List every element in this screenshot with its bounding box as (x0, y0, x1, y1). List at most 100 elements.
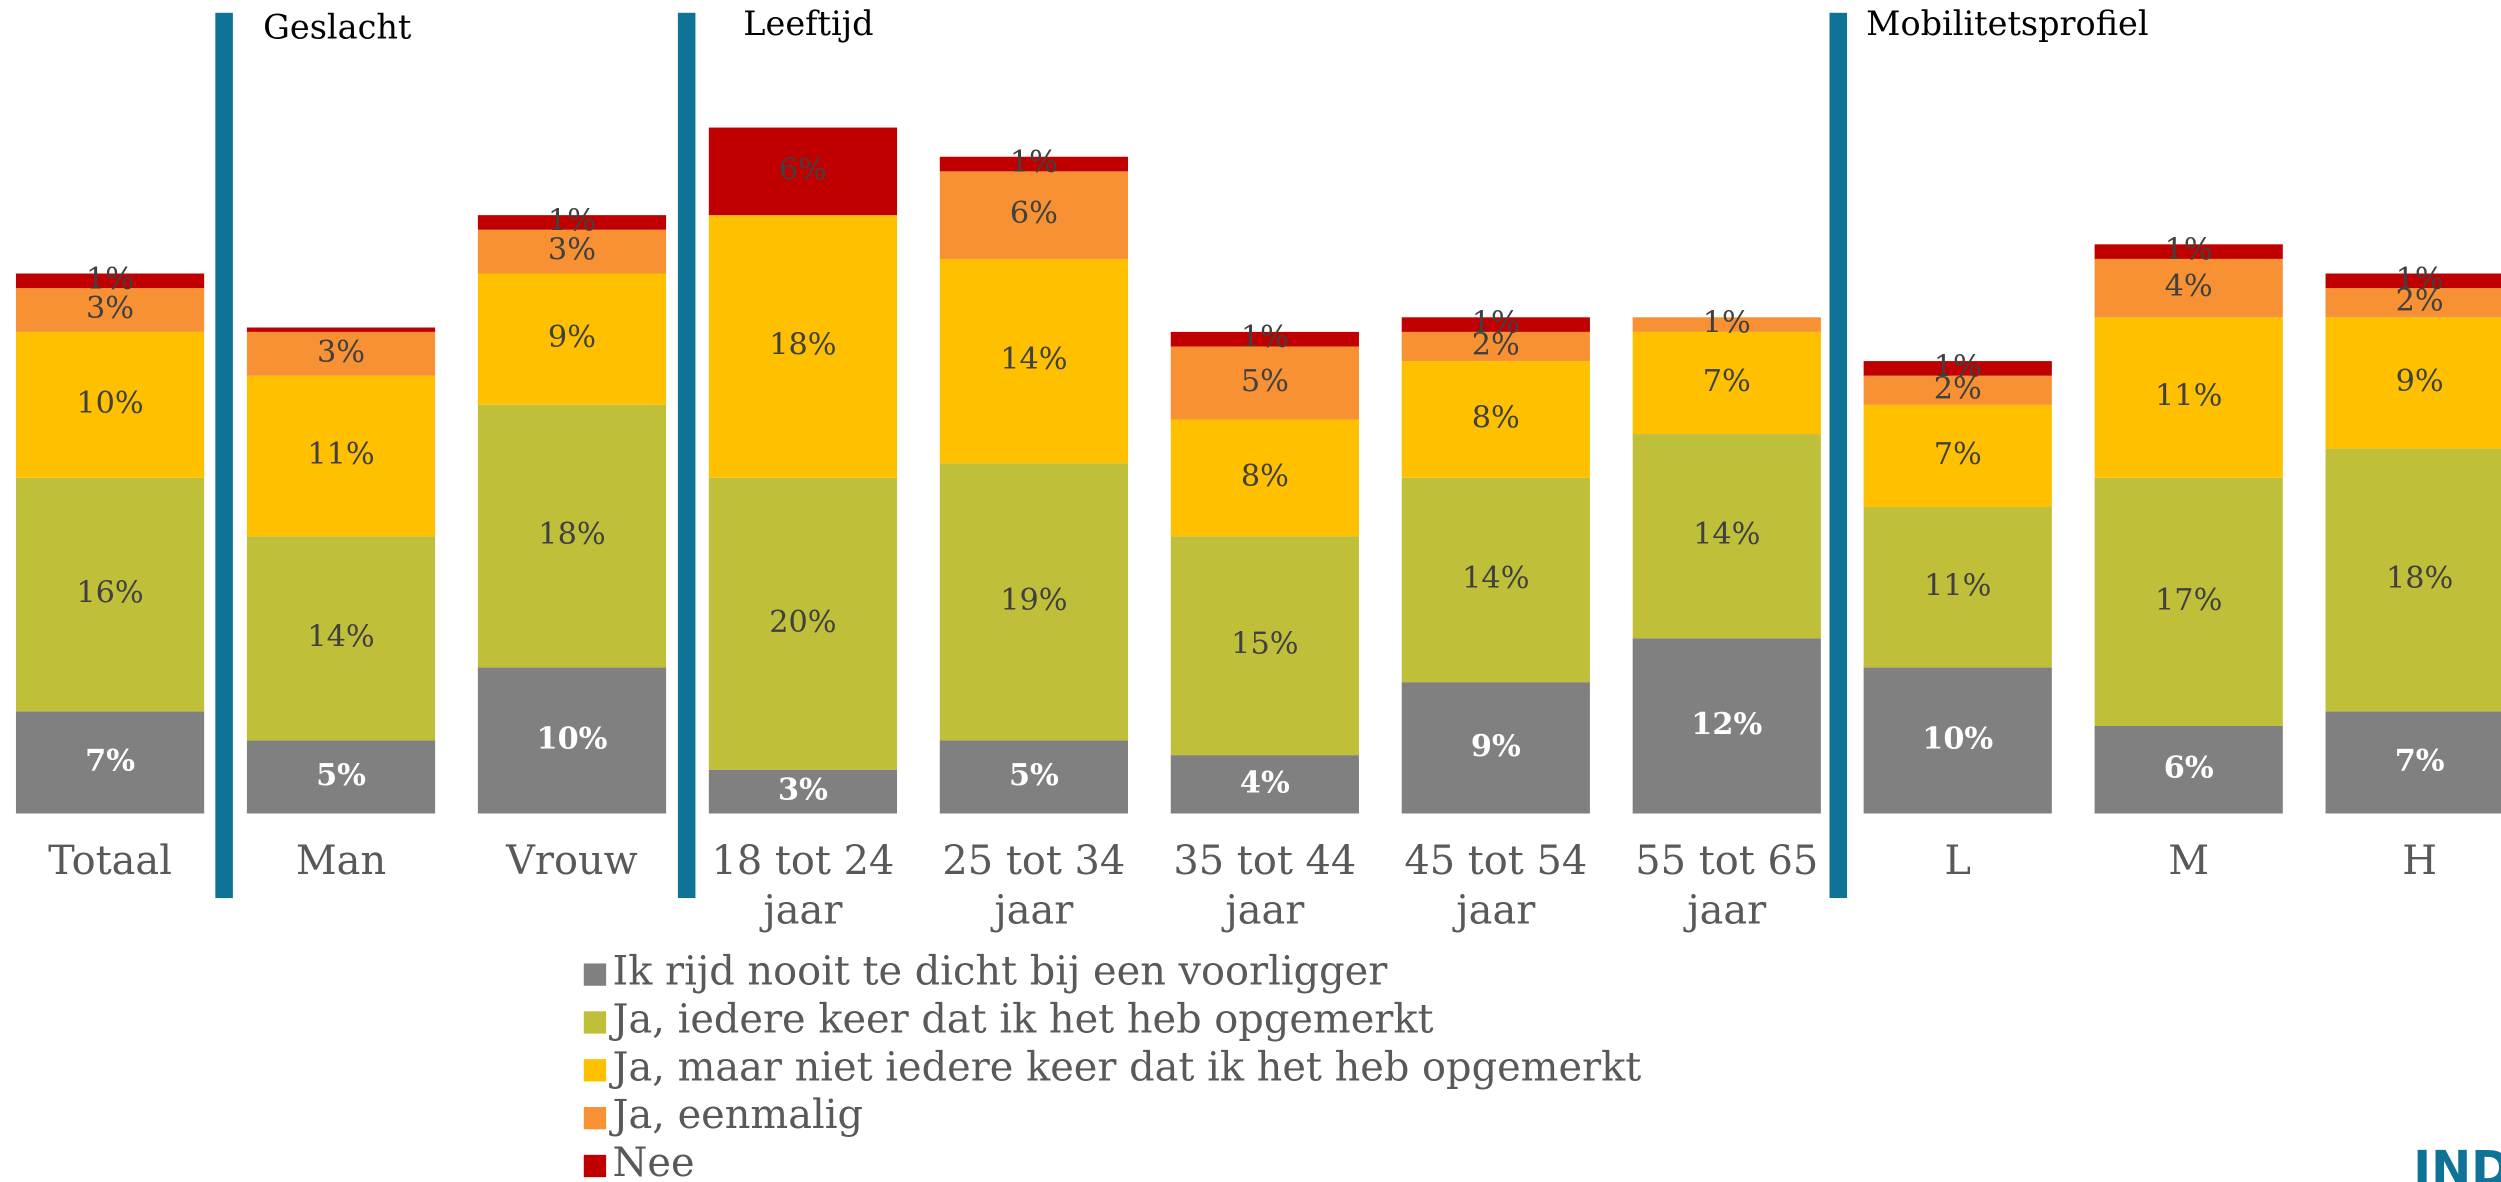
data-label: 1% (1241, 320, 1289, 355)
x-tick-label: L (1944, 837, 1971, 884)
bar-segment (246, 327, 436, 332)
x-tick-label: Vrouw (506, 837, 638, 884)
x-tick-label: 25 tot 34 jaar (942, 837, 1126, 934)
bar-segment (1170, 331, 1359, 347)
data-label: 1% (1934, 349, 1982, 384)
bar-segment (708, 127, 898, 216)
bar-segment (1401, 361, 1590, 478)
data-label: 2% (2396, 284, 2444, 319)
data-label: 2% (1934, 371, 1982, 406)
bar-segment (1401, 331, 1590, 362)
category-label-box: Totaal (48, 837, 172, 884)
logo: IND (2413, 1142, 2501, 1182)
group-label: Leeftijd (743, 4, 873, 43)
data-label: 7% (85, 743, 135, 778)
data-label: 5% (1009, 758, 1059, 793)
separator (1829, 12, 1848, 899)
bar-segment (2325, 273, 2501, 289)
data-label: 20% (769, 605, 836, 640)
category-label-box: L (1944, 837, 1971, 884)
x-tick-label: H (2402, 837, 2438, 884)
bar-segment (2094, 317, 2283, 478)
bar-segment (708, 215, 898, 478)
bar-segment (477, 273, 667, 405)
data-label: 1% (2165, 233, 2213, 268)
separator (677, 12, 696, 899)
bar-segment (15, 711, 205, 814)
bar-segment (708, 477, 898, 770)
bar-segment (1401, 317, 1590, 332)
data-label: 1% (86, 262, 134, 297)
category-label-box: 55 tot 65 jaar (1635, 837, 1818, 933)
data-label: 9% (1471, 729, 1521, 764)
bar-segment (1401, 477, 1590, 683)
bar-segment (246, 740, 436, 814)
category-label-box: M (2168, 837, 2210, 884)
category-label-box: 18 tot 24 jaar (711, 837, 895, 934)
bar-segment (15, 273, 205, 289)
bar-segment (1401, 682, 1590, 814)
bar-segment (1170, 346, 1359, 420)
bar-segment (477, 229, 667, 274)
data-label: 19% (1000, 583, 1067, 618)
legend-swatch (583, 1154, 607, 1178)
data-label: 16% (76, 576, 143, 611)
data-label: 7% (1934, 437, 1982, 472)
bar-segment (2325, 317, 2501, 449)
data-label: 6% (779, 152, 827, 187)
bar-segment (1863, 375, 2052, 405)
data-label: 4% (1240, 765, 1290, 800)
bar-segment (246, 536, 436, 741)
legend-label: Ja, iedere keer dat ik het heb opgemerkt (608, 996, 1433, 1042)
data-label: 1% (2396, 262, 2444, 297)
data-label: 17% (2155, 583, 2222, 618)
bar-segment (1170, 419, 1359, 537)
data-label: 8% (1472, 400, 1520, 435)
bar-segment (477, 667, 667, 814)
bar-segment (1863, 361, 2052, 376)
legend-swatch (583, 1059, 607, 1082)
bar-segment (939, 171, 1129, 259)
data-label: 10% (1922, 722, 1993, 757)
bar-segment (2094, 244, 2283, 259)
bar-segment (1170, 536, 1359, 756)
bar-segment (246, 375, 436, 537)
legend-label: Ik rijd nooit te dicht bij een voorligge… (612, 949, 1388, 995)
data-label: 9% (2396, 364, 2444, 399)
data-label: 14% (1693, 517, 1760, 552)
legend-label: Nee (612, 1140, 694, 1182)
data-label: 1% (1010, 145, 1058, 180)
bar-segment (2325, 448, 2501, 712)
data-label: 8% (1241, 459, 1289, 494)
legend-label: Ja, eenmalig (608, 1092, 863, 1138)
data-label: 7% (1703, 364, 1751, 399)
bar-segment (1863, 507, 2052, 668)
bar-segment (15, 477, 205, 712)
x-tick-label: 45 tot 54 jaar (1404, 837, 1588, 934)
x-tick-label: Man (295, 837, 387, 884)
data-label: 1% (1472, 306, 1520, 341)
bar-segment (1632, 317, 1821, 332)
bar-segment (939, 258, 1129, 464)
x-tick-label: Totaal (48, 837, 172, 884)
bar-segment (1632, 331, 1821, 435)
bar-segment (15, 288, 205, 332)
category-label-box: Man (295, 837, 387, 884)
data-label: 11% (2155, 379, 2222, 414)
data-label: 6% (1010, 196, 1058, 231)
bar-segment (2094, 477, 2283, 726)
data-label: 18% (2386, 561, 2453, 596)
data-label: 1% (1703, 306, 1751, 341)
data-label: 18% (538, 517, 605, 552)
bar-segment (477, 215, 667, 230)
bar-segment (2094, 258, 2283, 318)
x-tick-label: 18 tot 24 jaar (711, 837, 895, 934)
bar-segment (2325, 288, 2501, 318)
data-label: 14% (1462, 561, 1529, 596)
legend-swatch (583, 1106, 607, 1130)
bar-segment (708, 769, 898, 814)
bar-segment (1863, 404, 2052, 508)
data-label: 9% (548, 320, 596, 355)
x-tick-label: M (2168, 837, 2210, 884)
